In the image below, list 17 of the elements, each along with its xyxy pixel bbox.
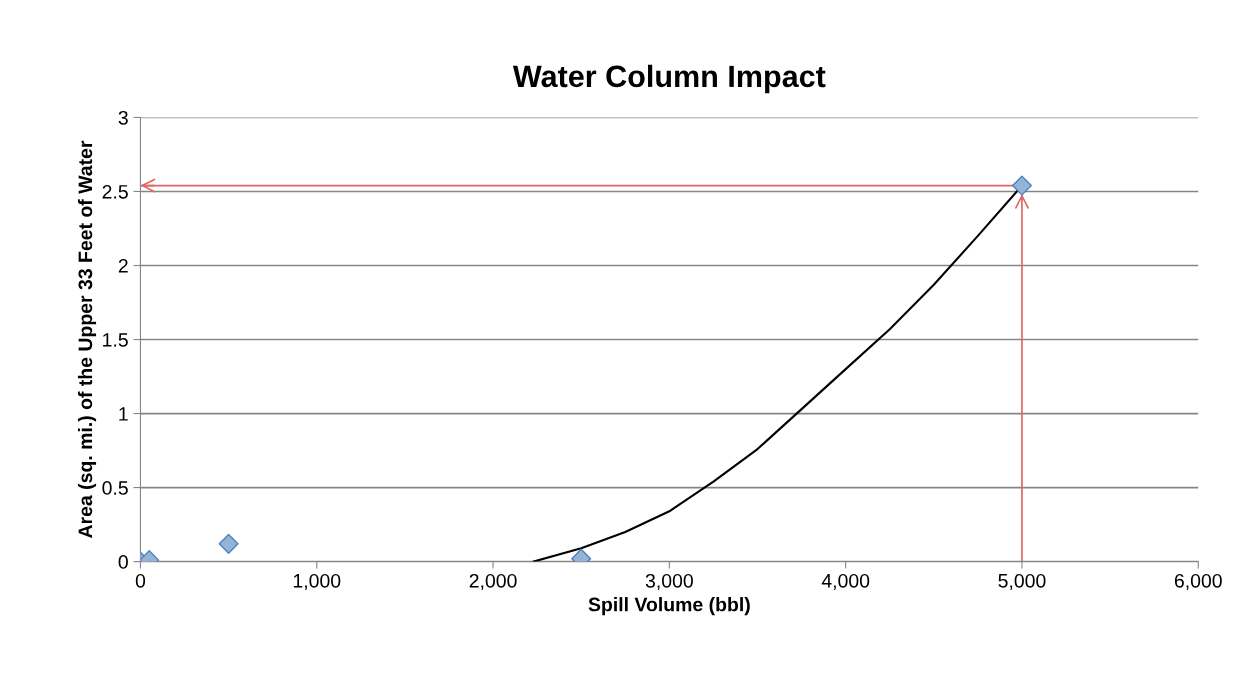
y-tick-label: 2 (118, 258, 128, 273)
x-tick-label: 6,000 (1174, 573, 1222, 590)
y-tick-label: 2.5 (102, 184, 128, 199)
x-tick-label: 1,000 (293, 573, 341, 590)
x-axis-title: Spill Volume (bbl) (588, 597, 750, 616)
x-tick-label: 0 (135, 573, 146, 588)
y-tick-label: 0.5 (102, 481, 128, 495)
y-tick-label: 3 (118, 110, 128, 125)
x-tick-label: 5,000 (998, 573, 1046, 590)
y-axis-title: Area (sq. mi.) of the Upper 33 Feet of Water (77, 140, 97, 538)
x-tick-label: 3,000 (645, 573, 693, 590)
y-tick-label: 1 (119, 407, 128, 421)
x-tick-label: 2,000 (469, 573, 517, 590)
x-tick-label: 4,000 (821, 573, 870, 590)
y-tick-label: 0 (118, 555, 128, 569)
chart-title: Water Column Impact (512, 64, 826, 94)
y-tick-label: 1.5 (103, 333, 128, 347)
